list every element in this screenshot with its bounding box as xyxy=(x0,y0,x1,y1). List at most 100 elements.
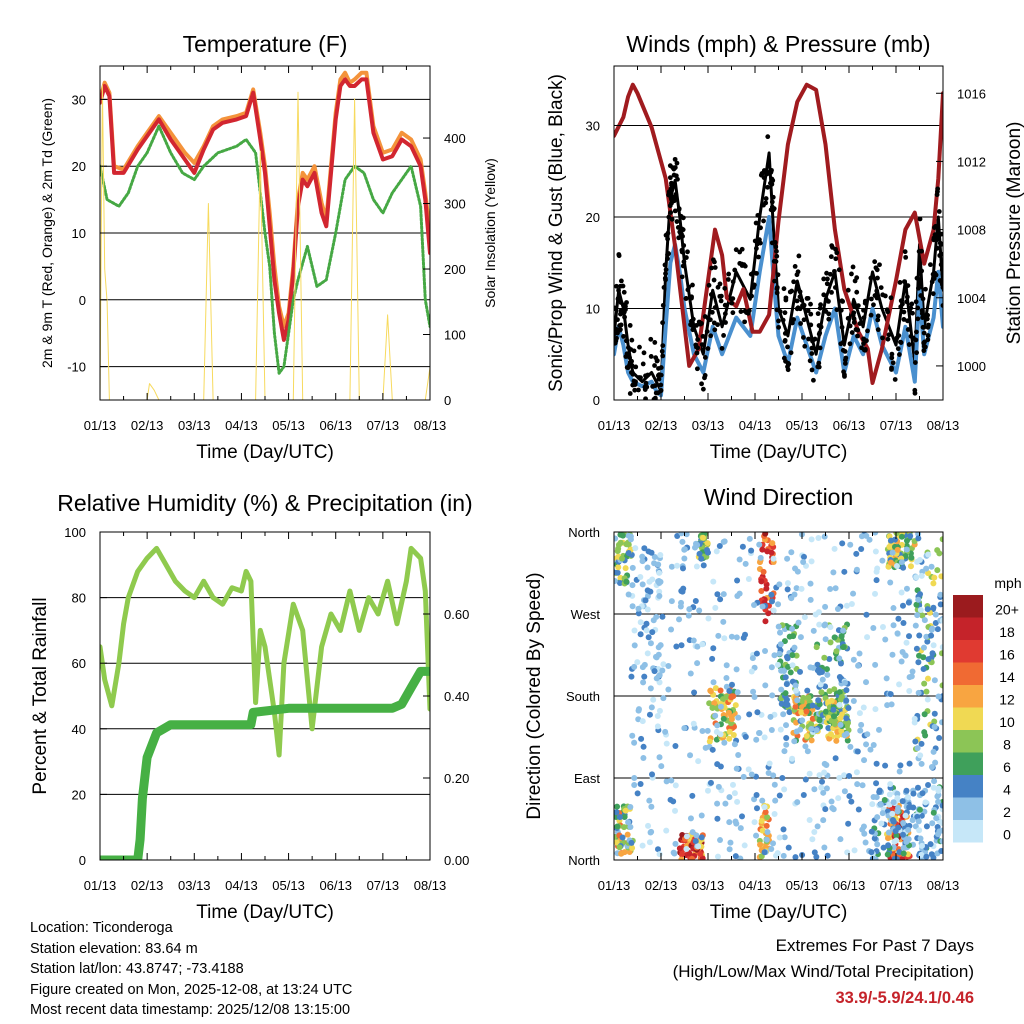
direction-point xyxy=(792,703,799,710)
direction-point xyxy=(771,810,778,817)
direction-point xyxy=(911,715,918,722)
direction-point xyxy=(916,806,923,813)
x-tick-label: 05/13 xyxy=(786,418,819,433)
direction-point xyxy=(712,712,719,719)
gust-point xyxy=(854,275,860,281)
gust-point xyxy=(709,265,714,271)
direction-point xyxy=(934,567,941,574)
gust-point xyxy=(712,265,718,270)
gust-point xyxy=(823,309,829,314)
direction-point xyxy=(758,588,765,595)
direction-point xyxy=(615,564,622,571)
direction-point xyxy=(647,640,654,647)
direction-point xyxy=(830,713,837,720)
gust-point xyxy=(930,291,936,297)
direction-point xyxy=(761,734,768,741)
gust-point xyxy=(699,342,705,347)
gust-point xyxy=(694,344,699,350)
direction-point xyxy=(766,760,773,767)
direction-point xyxy=(763,585,770,592)
gust-point xyxy=(818,302,823,308)
x-tick-label: 08/13 xyxy=(414,878,447,893)
direction-point xyxy=(776,581,783,588)
direction-point xyxy=(924,675,931,682)
gust-point xyxy=(686,284,692,290)
direction-point xyxy=(931,574,938,581)
direction-point xyxy=(897,762,904,769)
gust-point xyxy=(723,320,728,325)
direction-point xyxy=(621,824,628,831)
direction-point xyxy=(759,827,766,834)
gust-point xyxy=(872,259,878,265)
gust-point xyxy=(615,296,621,302)
direction-point xyxy=(659,613,666,620)
direction-point xyxy=(893,832,900,839)
direction-point xyxy=(871,835,878,842)
direction-point xyxy=(924,696,931,703)
gust-point xyxy=(694,366,700,372)
gust-point xyxy=(824,281,830,287)
direction-point xyxy=(723,674,730,681)
direction-point xyxy=(845,705,852,712)
gust-point xyxy=(668,186,674,192)
direction-point xyxy=(762,682,769,689)
direction-point xyxy=(808,737,815,744)
direction-point xyxy=(623,541,630,548)
direction-point xyxy=(925,570,932,577)
direction-point xyxy=(855,806,862,813)
gust-point xyxy=(914,350,920,356)
colorbar-label: 16 xyxy=(999,647,1015,663)
direction-point xyxy=(658,763,665,770)
gust-point xyxy=(795,269,801,275)
gust-point xyxy=(662,262,668,268)
gust-point xyxy=(702,373,708,378)
gust-point xyxy=(875,327,881,333)
direction-point xyxy=(668,626,675,633)
gust-point xyxy=(933,224,938,229)
direction-point xyxy=(886,543,893,550)
direction-point xyxy=(663,740,670,747)
y-axis-label: Sonic/Prop Wind & Gust (Blue, Black) xyxy=(546,74,567,392)
direction-point xyxy=(616,844,623,851)
direction-point xyxy=(821,844,828,851)
direction-point xyxy=(836,655,843,662)
gust-point xyxy=(708,292,714,297)
direction-point xyxy=(939,802,943,809)
direction-point xyxy=(792,854,799,860)
direction-point xyxy=(716,543,723,550)
direction-point xyxy=(690,720,697,727)
gust-point xyxy=(926,322,931,328)
direction-point xyxy=(728,694,735,701)
gust-point xyxy=(801,317,807,323)
direction-point xyxy=(912,738,919,745)
gust-point xyxy=(633,364,639,370)
colorbar-label: 18 xyxy=(999,624,1015,640)
gust-point xyxy=(842,372,847,378)
direction-point xyxy=(845,820,852,827)
direction-point xyxy=(820,817,827,824)
direction-point xyxy=(640,679,647,686)
direction-point xyxy=(931,778,938,785)
direction-point xyxy=(614,823,621,830)
direction-point xyxy=(641,545,648,552)
direction-point xyxy=(651,560,658,567)
gust-point xyxy=(669,216,675,222)
direction-point xyxy=(915,689,922,696)
direction-point xyxy=(918,740,925,747)
direction-point xyxy=(881,796,888,803)
series-total-precipitation xyxy=(100,666,430,860)
y-axis-label-right: Solar Insolation (Yellow) xyxy=(482,158,498,308)
direction-point xyxy=(769,540,776,547)
gust-point xyxy=(922,344,928,350)
direction-point xyxy=(644,587,651,594)
gust-point xyxy=(804,296,810,301)
gust-point xyxy=(676,206,682,212)
direction-point xyxy=(692,597,699,604)
direction-point xyxy=(903,787,910,794)
colorbar-label: 8 xyxy=(1003,737,1011,753)
gust-point xyxy=(711,320,717,326)
gust-point xyxy=(821,276,827,282)
gust-point xyxy=(717,281,723,287)
direction-point xyxy=(928,764,935,771)
gust-point xyxy=(631,348,637,354)
